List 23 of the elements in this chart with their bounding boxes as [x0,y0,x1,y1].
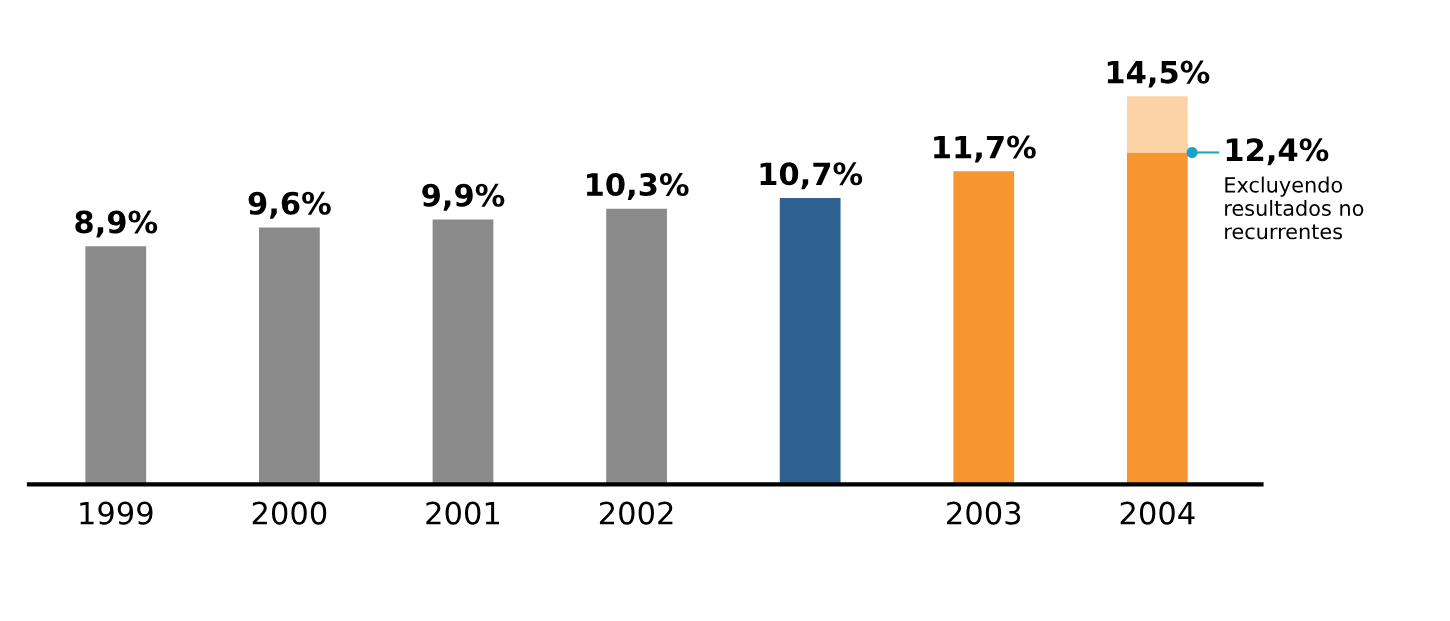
bar [85,246,147,485]
x-tick-label: 2000 [252,501,327,525]
data-label: 11,7% [934,135,1036,163]
x-tick-label: 2001 [426,501,500,525]
x-tick-label: 2002 [599,501,673,525]
annotation: Excluyendo resultados no recurrentes [1225,176,1364,240]
bar [953,171,1015,485]
data-label: 8,9% [75,210,158,238]
bar [259,227,320,485]
bar [1126,152,1188,485]
annotation: 12,4% [1226,138,1329,166]
data-label: 9,6% [248,191,331,219]
data-label: 9,9% [422,183,505,211]
data-label: 10,7% [760,162,863,190]
bar [1126,96,1188,153]
total-label: 14,5% [1107,60,1210,88]
x-tick-label: 2004 [1120,501,1195,525]
x-tick-label: 1999 [80,501,153,525]
bar [606,208,667,485]
bar [432,219,494,485]
bar [779,197,841,485]
data-label: 10,3% [587,172,689,200]
x-tick-label: 2003 [947,501,1021,525]
